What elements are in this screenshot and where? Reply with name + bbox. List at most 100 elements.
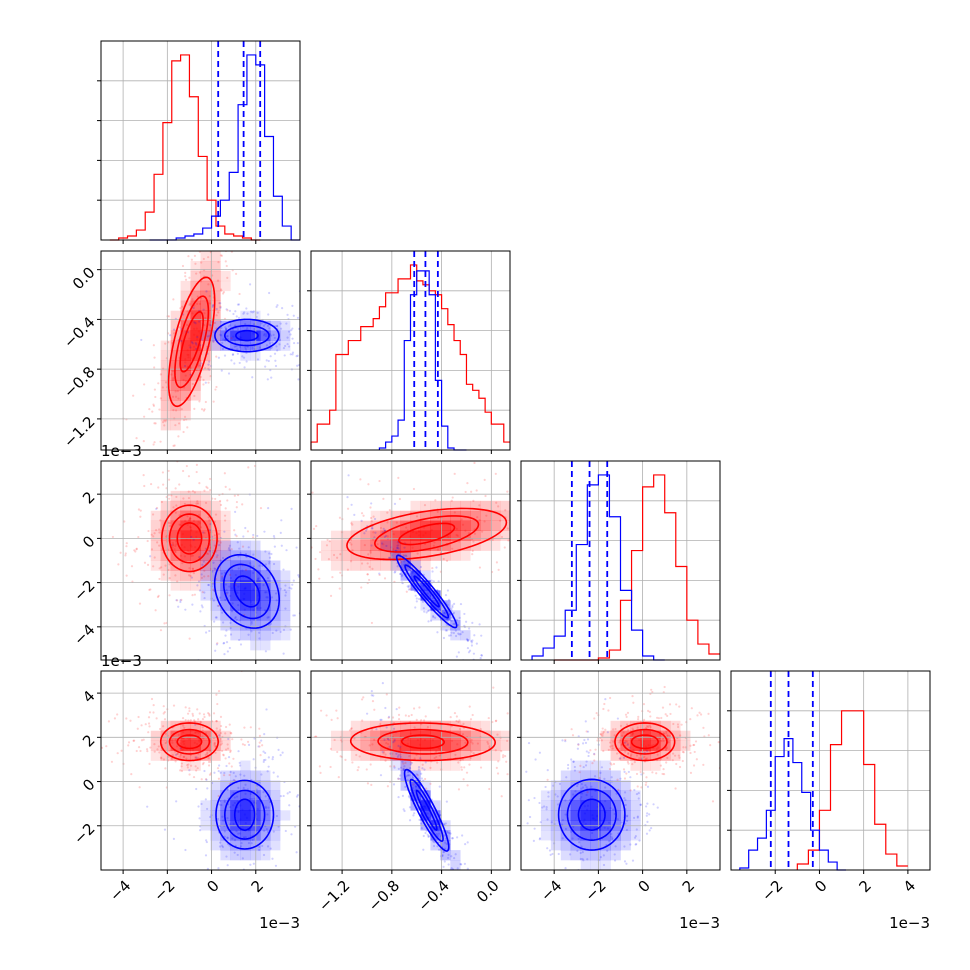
scatter-point: [579, 764, 582, 767]
density-cell: [380, 540, 391, 551]
scatter-point: [398, 706, 401, 709]
scatter-point: [370, 527, 374, 530]
scatter-point: [258, 848, 261, 852]
scatter-point: [558, 495, 560, 497]
scatter-point: [186, 515, 189, 518]
scatter-point: [268, 560, 271, 563]
scatter-point: [603, 702, 606, 706]
scatter-point: [593, 759, 596, 762]
scatter-point: [468, 887, 470, 889]
scatter-point: [417, 529, 421, 532]
density-cell: [430, 800, 441, 811]
x-tick-label: 2: [248, 877, 267, 896]
density-cell: [180, 760, 191, 771]
scatter-point: [651, 947, 653, 949]
scatter-point: [460, 518, 463, 521]
density-cell: [550, 820, 562, 831]
scatter-point: [266, 577, 270, 580]
density-cell: [180, 290, 191, 302]
scatter-point: [408, 774, 411, 777]
scatter-point: [275, 814, 279, 818]
density-cell: [390, 720, 401, 731]
x-tick-label: 0: [203, 877, 222, 896]
scatter-point: [249, 726, 252, 729]
scatter-point: [385, 693, 388, 696]
scatter-point: [397, 754, 400, 757]
scatter-point: [457, 761, 460, 764]
scatter-point: [171, 741, 174, 744]
scatter-point: [234, 573, 238, 577]
scatter-point: [219, 320, 223, 323]
density-cell: [270, 830, 281, 841]
scatter-point: [207, 363, 210, 366]
scatter-point: [174, 409, 178, 412]
scatter-point: [631, 732, 635, 735]
scatter-point: [535, 558, 537, 560]
scatter-point: [305, 615, 307, 617]
scatter-point: [316, 818, 318, 820]
scatter-point: [241, 545, 245, 548]
scatter-point: [454, 629, 457, 632]
scatter-point: [289, 628, 292, 631]
scatter-point: [631, 727, 634, 730]
contour-level: [403, 768, 450, 852]
density-cell: [180, 720, 191, 731]
density-cell: [240, 590, 251, 601]
scatter-point: [666, 734, 669, 737]
scatter-point: [264, 805, 267, 808]
scatter-point: [153, 750, 156, 753]
scatter-point: [566, 767, 570, 770]
scatter-point: [556, 803, 560, 806]
scatter-point: [319, 771, 322, 774]
scatter-point: [239, 764, 242, 767]
density-cell: [360, 550, 371, 561]
scatter-point: [219, 503, 223, 507]
scatter-point: [417, 768, 421, 771]
scatter-point: [272, 562, 276, 566]
scatter-point: [423, 610, 426, 613]
x-tick-label: 0: [811, 877, 830, 896]
scatter-point: [204, 798, 207, 801]
scatter-point: [494, 749, 497, 752]
scatter-point: [423, 768, 426, 771]
scatter-point: [385, 726, 388, 729]
scatter-point: [181, 740, 185, 743]
scatter-point: [232, 353, 235, 356]
scatter-point: [236, 541, 239, 544]
scatter-point: [671, 759, 674, 762]
scatter-point: [541, 806, 544, 809]
scatter-point: [677, 754, 680, 757]
density-cell: [450, 530, 461, 541]
panel-frame-2-2: [520, 460, 721, 661]
density-cell: [570, 830, 581, 841]
scatter-point: [251, 838, 254, 841]
scatter-point: [502, 754, 505, 757]
scatter-point: [644, 783, 647, 786]
scatter-point: [622, 768, 626, 771]
scatter-point: [393, 502, 397, 506]
scatter-point: [153, 356, 156, 359]
scatter-point: [275, 324, 279, 327]
scatter-point: [639, 770, 642, 774]
density-cell: [260, 830, 271, 841]
scatter-point: [306, 735, 308, 737]
scatter-point: [206, 335, 209, 338]
scatter-point: [604, 800, 607, 803]
density-cell: [450, 620, 461, 631]
density-cell: [250, 790, 261, 801]
scatter-point: [446, 618, 449, 621]
scatter-point: [212, 561, 215, 564]
scatter-point: [329, 765, 332, 769]
scatter-point: [567, 763, 570, 767]
scatter-point: [541, 478, 543, 480]
scatter-point: [581, 851, 584, 854]
scatter-point: [460, 863, 463, 866]
scatter-point: [693, 750, 696, 754]
density-cell: [180, 310, 191, 321]
scatter-point: [268, 706, 270, 708]
scatter-point: [282, 652, 285, 655]
scatter-point: [546, 502, 548, 504]
scatter-point: [545, 806, 548, 809]
scatter-point: [564, 867, 567, 870]
scatter-point: [414, 606, 417, 609]
